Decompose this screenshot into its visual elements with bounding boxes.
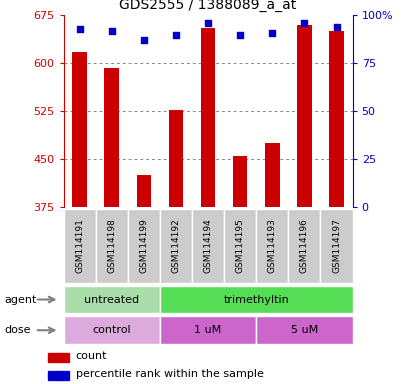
Point <box>204 20 211 26</box>
Point <box>236 31 243 38</box>
Text: 5 uM: 5 uM <box>290 325 317 335</box>
Point <box>300 20 307 26</box>
Bar <box>256 316 352 344</box>
Bar <box>136 175 151 207</box>
Bar <box>48 371 69 380</box>
Text: agent: agent <box>4 295 36 305</box>
Point <box>333 24 339 30</box>
Point <box>108 28 115 34</box>
Bar <box>320 209 352 283</box>
Text: GSM114195: GSM114195 <box>235 218 244 273</box>
Point <box>76 26 83 32</box>
Bar <box>63 316 160 344</box>
Bar <box>104 68 119 207</box>
Bar <box>160 316 256 344</box>
Text: control: control <box>92 325 131 335</box>
Point <box>268 30 275 36</box>
Text: count: count <box>76 351 107 361</box>
Bar <box>72 52 87 207</box>
Text: untreated: untreated <box>84 295 139 305</box>
Bar <box>256 209 288 283</box>
Bar <box>95 209 128 283</box>
Text: GSM114193: GSM114193 <box>267 218 276 273</box>
Bar <box>63 209 95 283</box>
Bar <box>288 209 320 283</box>
Text: dose: dose <box>4 325 31 335</box>
Bar <box>63 286 160 313</box>
Text: 1 uM: 1 uM <box>194 325 221 335</box>
Bar <box>297 25 311 207</box>
Bar <box>232 156 247 207</box>
Text: GSM114199: GSM114199 <box>139 218 148 273</box>
Bar <box>169 110 183 207</box>
Text: GSM114196: GSM114196 <box>299 218 308 273</box>
Bar <box>48 353 69 362</box>
Text: GSM114198: GSM114198 <box>107 218 116 273</box>
Bar <box>328 31 343 207</box>
Bar <box>160 286 352 313</box>
Point <box>172 31 179 38</box>
Title: GDS2555 / 1388089_a_at: GDS2555 / 1388089_a_at <box>119 0 296 12</box>
Text: trimethyltin: trimethyltin <box>223 295 288 305</box>
Bar <box>265 143 279 207</box>
Bar <box>191 209 224 283</box>
Text: GSM114191: GSM114191 <box>75 218 84 273</box>
Bar <box>200 28 215 207</box>
Bar <box>224 209 256 283</box>
Text: GSM114194: GSM114194 <box>203 218 212 273</box>
Bar <box>160 209 191 283</box>
Text: percentile rank within the sample: percentile rank within the sample <box>76 369 263 379</box>
Text: GSM114192: GSM114192 <box>171 218 180 273</box>
Text: GSM114197: GSM114197 <box>331 218 340 273</box>
Point <box>140 37 147 43</box>
Bar <box>128 209 160 283</box>
